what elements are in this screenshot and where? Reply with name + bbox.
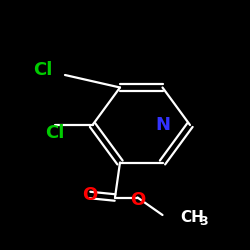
Text: 3: 3	[199, 215, 207, 228]
Text: O: O	[130, 191, 145, 209]
Text: O: O	[82, 186, 98, 204]
Text: N: N	[155, 116, 170, 134]
Text: Cl: Cl	[45, 124, 65, 142]
Text: Cl: Cl	[33, 61, 52, 79]
Text: CH: CH	[180, 210, 204, 225]
